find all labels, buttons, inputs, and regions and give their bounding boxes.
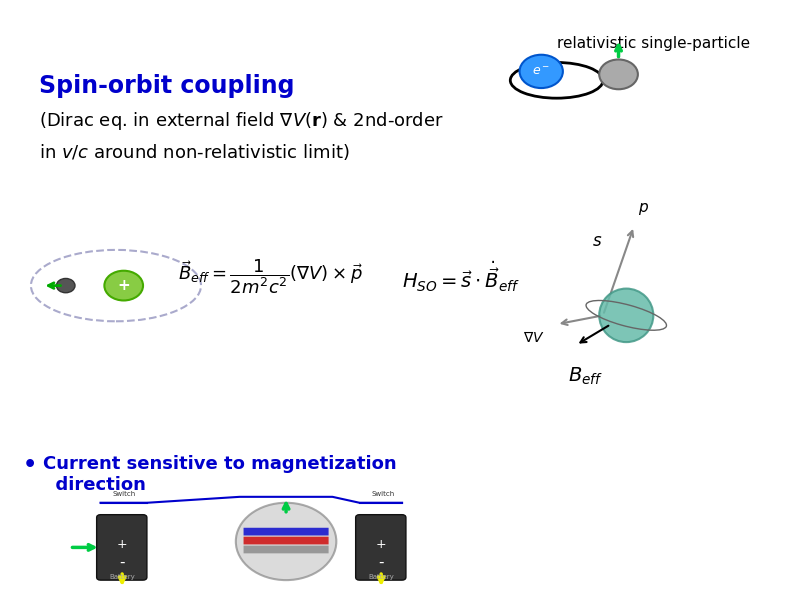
Text: Current sensitive to magnetization
  direction: Current sensitive to magnetization direc… <box>43 455 396 494</box>
FancyBboxPatch shape <box>244 537 329 544</box>
Text: (Dirac eq. in external field $\nabla V(\mathbf{r})$ & 2nd-order: (Dirac eq. in external field $\nabla V(\… <box>39 110 444 132</box>
Text: +: + <box>118 278 130 293</box>
Text: $B_{eff}$: $B_{eff}$ <box>569 366 603 387</box>
FancyBboxPatch shape <box>97 515 147 580</box>
Circle shape <box>519 55 563 88</box>
Text: +: + <box>117 538 128 551</box>
Text: in $v/c$ around non-relativistic limit): in $v/c$ around non-relativistic limit) <box>39 142 349 162</box>
Circle shape <box>104 271 143 300</box>
FancyBboxPatch shape <box>244 546 329 553</box>
Ellipse shape <box>599 289 653 342</box>
Circle shape <box>56 278 75 293</box>
Ellipse shape <box>236 503 337 580</box>
Text: relativistic single-particle: relativistic single-particle <box>557 36 750 51</box>
Text: Battery: Battery <box>110 574 135 580</box>
Text: $e^-$: $e^-$ <box>532 65 550 78</box>
Text: Battery: Battery <box>368 574 394 580</box>
Text: $s$: $s$ <box>592 232 602 250</box>
Text: -: - <box>379 555 384 570</box>
FancyBboxPatch shape <box>356 515 406 580</box>
Text: Spin-orbit coupling: Spin-orbit coupling <box>39 74 294 98</box>
FancyBboxPatch shape <box>244 528 329 536</box>
Text: -: - <box>119 555 125 570</box>
Circle shape <box>599 60 638 89</box>
Text: +: + <box>376 538 387 551</box>
Text: Switch: Switch <box>371 491 395 497</box>
Text: $H_{SO} = \vec{s} \cdot \dot{\vec{B}}_{eff}$: $H_{SO} = \vec{s} \cdot \dot{\vec{B}}_{e… <box>402 259 520 294</box>
Text: •: • <box>23 455 37 475</box>
Text: $\nabla V$: $\nabla V$ <box>523 330 545 345</box>
Text: Switch: Switch <box>112 491 135 497</box>
Text: $p$: $p$ <box>638 201 649 217</box>
Text: $\vec{B}_{eff} = \dfrac{1}{2m^2c^2}(\nabla V) \times \vec{p}$: $\vec{B}_{eff} = \dfrac{1}{2m^2c^2}(\nab… <box>178 257 363 296</box>
